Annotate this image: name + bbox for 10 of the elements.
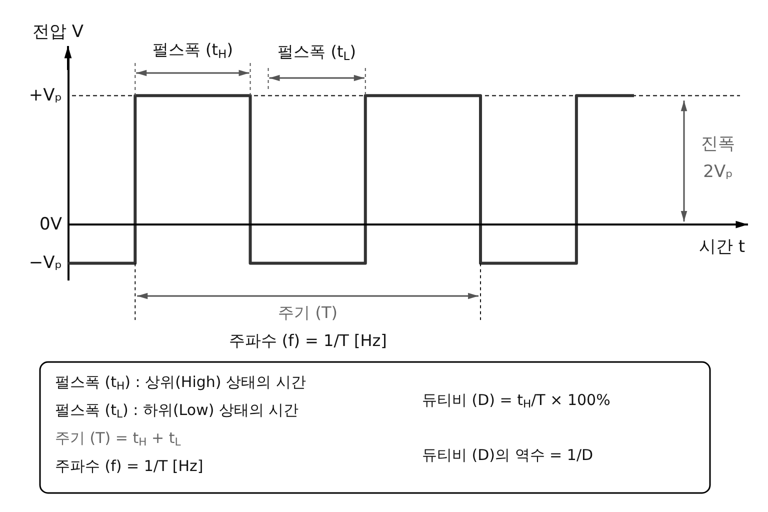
text: −Vₚ — [28, 253, 62, 274]
text: 0V — [40, 214, 62, 235]
text: 주파수 (f) = 1/T [Hz] — [228, 331, 387, 350]
text: +Vₚ — [28, 86, 62, 106]
text: 진폭 2Vₚ — [701, 134, 735, 182]
text: 주기 (T) — [278, 303, 338, 322]
text: 듀티비 (D)의 역수 = 1/D — [422, 446, 594, 464]
text: 주파수 (f) = 1/T [Hz] — [55, 457, 204, 475]
x-axis-title: 시간 t — [698, 237, 746, 257]
y-axis-title: 전압 V — [32, 22, 84, 42]
